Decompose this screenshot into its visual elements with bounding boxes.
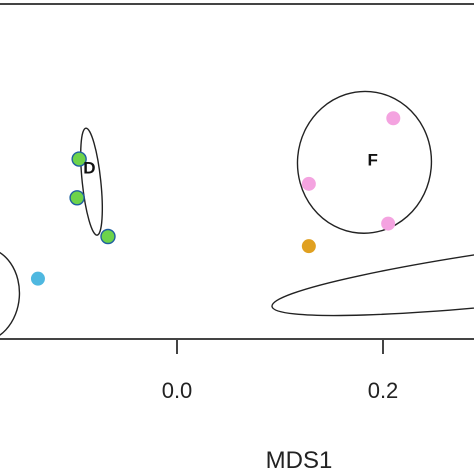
point-a-2: [30, 271, 45, 286]
cluster-ellipses: [0, 90, 474, 343]
x-axis-title: MDS1: [266, 447, 333, 474]
point-d-3: [100, 228, 116, 245]
x-tick-label-0.2: 0.2: [368, 378, 399, 403]
point-f-2: [301, 176, 316, 191]
point-d-2: [69, 190, 85, 206]
point-d-1: [71, 151, 87, 167]
point-f-1: [386, 111, 401, 126]
ellipse-f: [296, 90, 433, 234]
cluster-points: [30, 111, 401, 286]
ellipse-d: [80, 127, 104, 236]
x-axis-ticks: -0.20.00.20.40: [162, 339, 399, 403]
point-f-3: [381, 216, 396, 231]
cluster-labels: ADFE: [83, 151, 378, 178]
ellipse-e: [271, 221, 474, 317]
cluster-label-f: F: [368, 151, 378, 170]
point-e-1: [301, 239, 316, 254]
x-tick-label-0: 0.0: [162, 378, 193, 403]
ellipse-a: [0, 246, 21, 343]
cluster-label-d: D: [83, 158, 95, 177]
